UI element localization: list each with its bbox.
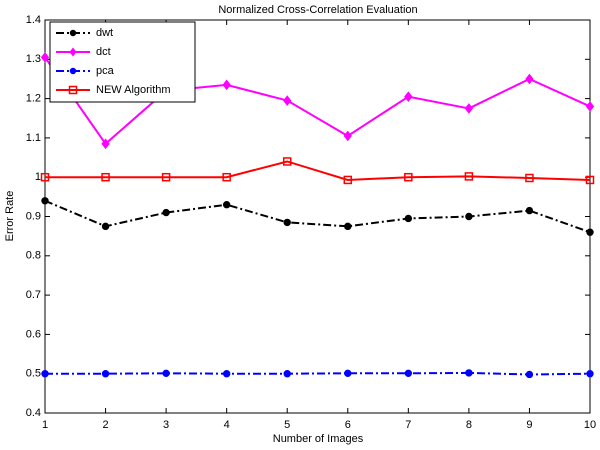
marker bbox=[464, 103, 474, 114]
marker bbox=[465, 212, 473, 221]
legend-symbol bbox=[69, 47, 77, 57]
y-tick-label: 1.4 bbox=[26, 14, 41, 26]
marker bbox=[525, 73, 534, 85]
marker bbox=[101, 172, 110, 182]
y-tick-label: 1.2 bbox=[26, 93, 41, 105]
marker bbox=[585, 101, 595, 112]
marker bbox=[344, 369, 352, 378]
marker bbox=[585, 175, 595, 185]
chart-title: Normalized Cross-Correlation Evaluation bbox=[218, 4, 417, 16]
y-tick-label: 1.1 bbox=[26, 132, 41, 144]
marker bbox=[586, 228, 594, 236]
series-line bbox=[45, 371, 591, 376]
x-tick-label: 2 bbox=[102, 419, 108, 431]
marker bbox=[525, 370, 534, 379]
y-tick-label: 0.9 bbox=[26, 210, 41, 222]
x-tick-label: 10 bbox=[584, 419, 596, 431]
series-line bbox=[44, 199, 591, 234]
marker bbox=[404, 214, 413, 223]
marker bbox=[222, 79, 231, 91]
legend-label: dwt bbox=[96, 27, 113, 39]
legend-marker bbox=[69, 29, 77, 37]
marker bbox=[404, 172, 413, 182]
y-tick-label: 1 bbox=[35, 171, 41, 183]
x-tick-label: 5 bbox=[284, 419, 290, 431]
marker bbox=[222, 172, 231, 182]
legend-marker bbox=[69, 67, 77, 75]
legend-label: dct bbox=[96, 46, 111, 58]
marker bbox=[525, 173, 534, 183]
x-tick-label: 1 bbox=[42, 419, 48, 431]
marker bbox=[161, 172, 171, 182]
x-tick-label: 9 bbox=[526, 419, 532, 431]
legend-marker bbox=[68, 85, 78, 95]
marker bbox=[283, 218, 291, 227]
marker bbox=[283, 370, 291, 378]
marker bbox=[404, 369, 413, 378]
legend-label: NEW Algorithm bbox=[96, 84, 171, 96]
y-tick-label: 0.7 bbox=[26, 289, 41, 301]
y-tick-label: 0.5 bbox=[26, 368, 41, 380]
x-tick-label: 7 bbox=[405, 419, 411, 431]
legend-label: pca bbox=[96, 65, 115, 77]
marker bbox=[464, 172, 474, 181]
marker bbox=[101, 370, 110, 378]
marker bbox=[101, 222, 110, 231]
marker bbox=[40, 52, 50, 63]
marker bbox=[344, 222, 352, 231]
x-tick-label: 6 bbox=[345, 419, 351, 431]
marker bbox=[41, 197, 49, 205]
y-axis-label: Error Rate bbox=[4, 191, 16, 242]
series-line bbox=[45, 160, 591, 181]
marker bbox=[404, 91, 413, 102]
y-tick-label: 1.3 bbox=[26, 53, 41, 65]
marker bbox=[162, 369, 170, 378]
x-tick-label: 8 bbox=[466, 419, 472, 431]
marker bbox=[40, 172, 50, 182]
legend-symbol bbox=[68, 85, 78, 95]
legend-symbol bbox=[69, 29, 77, 37]
series-line bbox=[44, 56, 591, 146]
marker bbox=[41, 370, 49, 378]
x-tick-label: 4 bbox=[224, 419, 230, 431]
y-tick-label: 0.8 bbox=[26, 250, 41, 262]
marker bbox=[525, 206, 534, 215]
legend-symbol bbox=[69, 67, 77, 75]
marker bbox=[465, 369, 473, 377]
marker bbox=[222, 201, 231, 209]
marker bbox=[222, 370, 231, 378]
y-tick-label: 0.4 bbox=[26, 407, 41, 419]
marker bbox=[343, 175, 353, 185]
x-tick-label: 3 bbox=[163, 419, 169, 431]
marker bbox=[162, 208, 170, 217]
marker bbox=[586, 370, 594, 378]
marker bbox=[101, 138, 110, 150]
marker bbox=[343, 130, 352, 142]
x-axis-label: Number of Images bbox=[273, 433, 364, 445]
marker bbox=[283, 95, 292, 106]
y-tick-label: 0.6 bbox=[26, 328, 41, 340]
legend-marker bbox=[69, 47, 77, 57]
marker bbox=[282, 157, 292, 166]
